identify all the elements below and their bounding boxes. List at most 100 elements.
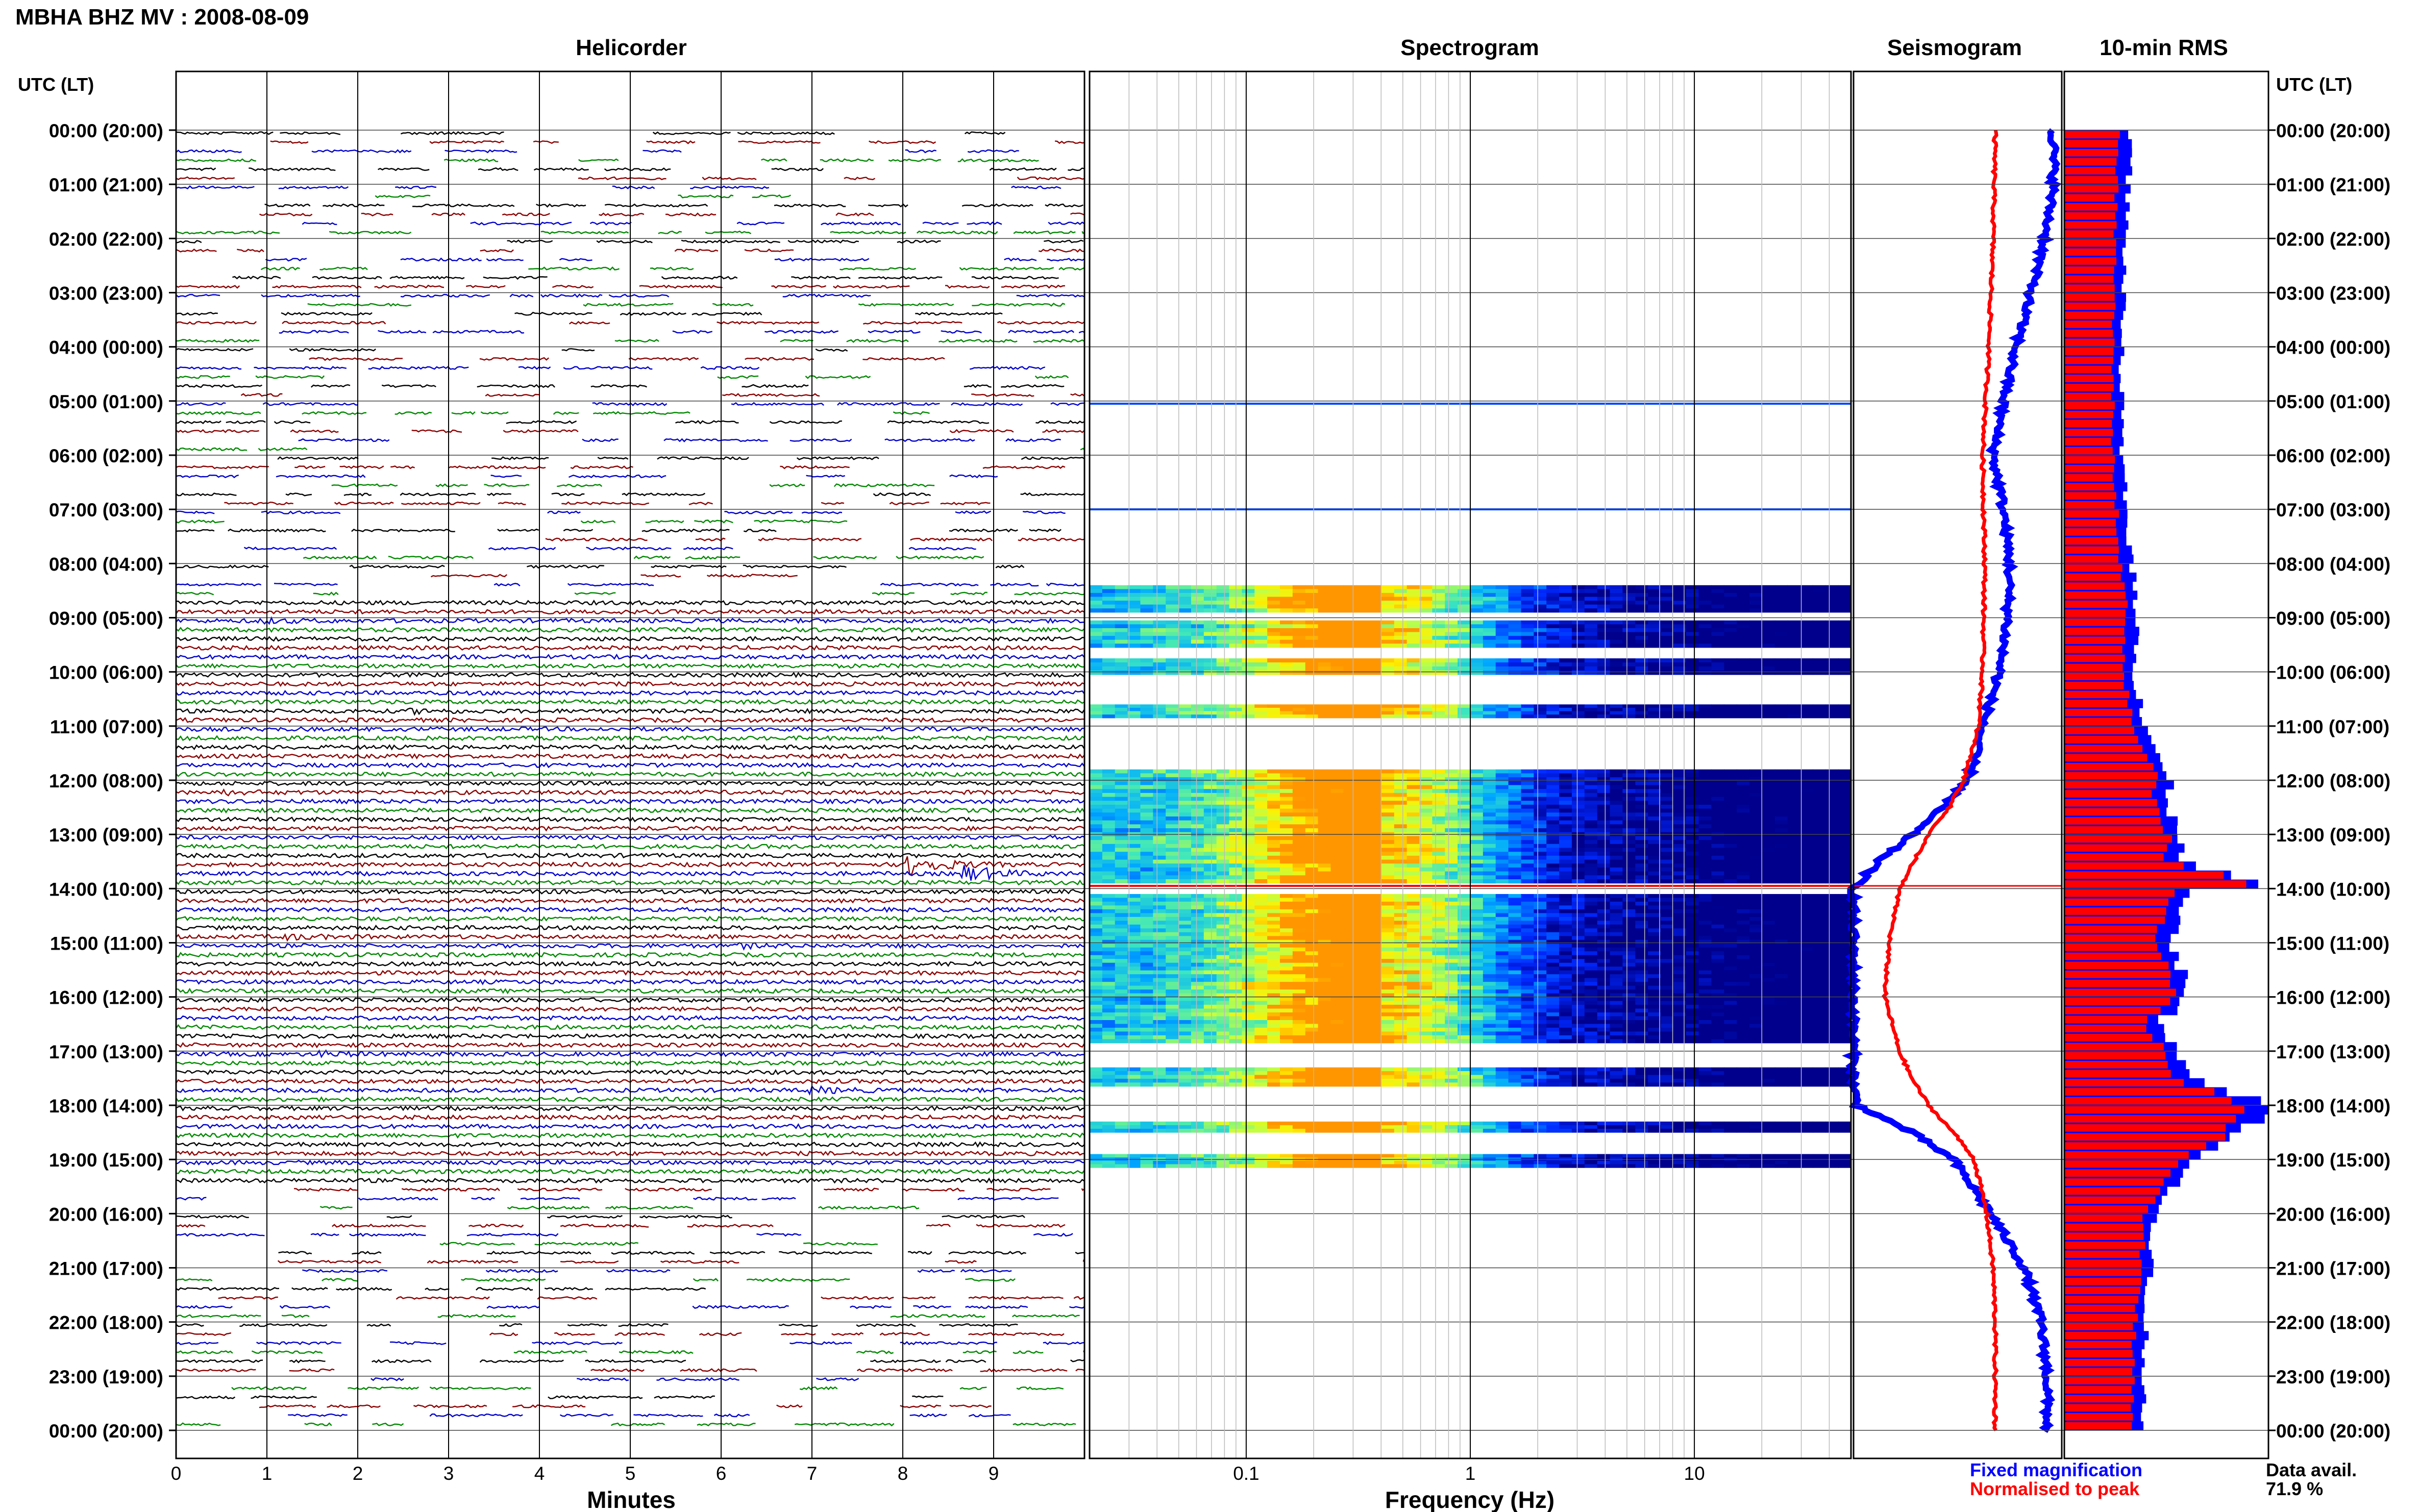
spectrogram-cell [1267, 704, 1280, 708]
spectrogram-cell [1787, 959, 1801, 963]
spectrogram-cell [1394, 604, 1408, 609]
spectrogram-cell [1825, 769, 1839, 774]
spectrogram-cell [1254, 624, 1268, 629]
spectrogram-cell [1267, 852, 1280, 856]
spectrogram-cell [1432, 773, 1445, 778]
spectrogram-cell [1369, 636, 1382, 640]
spectrogram-cell [1166, 913, 1179, 918]
spectrogram-cell [1673, 816, 1687, 821]
spectrogram-cell [1711, 714, 1724, 718]
spectrogram-cell [1495, 608, 1509, 613]
spectrogram-cell [1711, 601, 1724, 605]
spectrogram-cell [1178, 658, 1192, 663]
spectrogram-cell [1749, 1005, 1763, 1009]
spectrogram-cell [1381, 801, 1395, 805]
spectrogram-cell [1521, 639, 1534, 644]
spectrogram-cell [1724, 944, 1737, 948]
spectrogram-cell [1191, 628, 1204, 633]
spectrogram-cell [1571, 859, 1585, 864]
spectrogram-cell [1254, 974, 1268, 979]
spectrogram-cell [1381, 658, 1395, 663]
spectrogram-cell [1635, 982, 1648, 986]
spectrogram-cell [1749, 867, 1763, 872]
spectrogram-cell [1292, 792, 1306, 798]
spectrogram-cell [1686, 982, 1699, 986]
spectrogram-cell [1242, 704, 1255, 708]
spectrogram-cell [1534, 1008, 1547, 1013]
spectrogram-cell [1597, 871, 1611, 876]
spectrogram-cell [1483, 1012, 1496, 1017]
spectrogram-cell [1216, 777, 1230, 782]
spectrogram-cell [1622, 777, 1636, 782]
spectrogram-cell [1356, 585, 1369, 589]
spectrogram-cell [1661, 597, 1674, 601]
spectrogram-cell [1762, 777, 1775, 782]
spectrogram-cell [1534, 955, 1547, 959]
spectrogram-cell [1521, 812, 1534, 817]
spectrogram-cell [1673, 808, 1687, 813]
spectrogram-cell [1458, 993, 1471, 998]
spectrogram-cell [1090, 620, 1103, 625]
spectrogram-cell [1534, 639, 1547, 644]
spectrogram-cell [1787, 773, 1801, 778]
spectrogram-cell [1153, 921, 1166, 925]
spectrogram-cell [1343, 836, 1356, 840]
spectrogram-cell [1521, 947, 1534, 952]
spectrogram-cell [1495, 898, 1509, 902]
spectrogram-cell [1546, 789, 1560, 794]
spectrogram-cell [1648, 997, 1661, 1002]
spectrogram-cell [1800, 898, 1813, 902]
spectrogram-cell [1698, 993, 1712, 998]
spectrogram-cell [1534, 601, 1547, 605]
spectrogram-cell [1280, 905, 1293, 910]
spectrogram-cell [1584, 859, 1598, 864]
spectrogram-cell [1330, 905, 1344, 910]
spectrogram-cell [1216, 624, 1230, 629]
spectrogram-cell [1203, 639, 1217, 644]
spectrogram-cell [1546, 597, 1560, 601]
spectrogram-cell [1762, 932, 1775, 936]
spectrogram-cell [1153, 959, 1166, 963]
spectrogram-cell [1203, 852, 1217, 856]
spectrogram-cell [1508, 643, 1522, 648]
spectrogram-cell [1394, 848, 1408, 852]
spectrogram-cell [1140, 671, 1153, 675]
spectrogram-cell [1178, 608, 1192, 613]
spectrogram-cell [1546, 928, 1560, 933]
spectrogram-cell [1127, 824, 1141, 829]
spectrogram-cell [1356, 592, 1369, 598]
spectrogram-cell [1406, 628, 1420, 633]
spectrogram-cell [1406, 812, 1420, 817]
spectrogram-cell [1216, 985, 1230, 990]
spectrogram-cell [1254, 639, 1268, 644]
spectrogram-cell [1661, 785, 1674, 789]
spectrogram-cell [1622, 797, 1636, 801]
spectrogram-cell [1559, 966, 1572, 971]
spectrogram-cell [1749, 1008, 1763, 1013]
spectrogram-cell [1622, 662, 1636, 667]
spectrogram-cell [1153, 773, 1166, 778]
spectrogram-cell [1724, 863, 1737, 868]
spectrogram-cell [1762, 1001, 1775, 1005]
spectrogram-cell [1825, 666, 1839, 671]
spectrogram-cell [1508, 901, 1522, 906]
spectrogram-cell [1191, 801, 1204, 805]
spectrogram-cell [1546, 836, 1560, 840]
spectrogram-cell [1724, 1005, 1737, 1009]
spectrogram-cell [1318, 589, 1331, 593]
spectrogram-cell [1483, 597, 1496, 601]
spectrogram-cell [1102, 658, 1116, 663]
spectrogram-cell [1166, 608, 1179, 613]
spectrogram-cell [1534, 944, 1547, 948]
spectrogram-cell [1495, 947, 1509, 952]
spectrogram-cell [1267, 928, 1280, 933]
spectrogram-cell [1508, 1001, 1522, 1005]
spectrogram-cell [1571, 604, 1585, 609]
spectrogram-cell [1178, 909, 1192, 913]
spectrogram-cell [1343, 894, 1356, 899]
spectrogram-cell [1635, 909, 1648, 913]
spectrogram-cell [1762, 671, 1775, 675]
spectrogram-cell [1153, 628, 1166, 633]
spectrogram-cell [1597, 620, 1611, 625]
spectrogram-cell [1369, 597, 1382, 601]
